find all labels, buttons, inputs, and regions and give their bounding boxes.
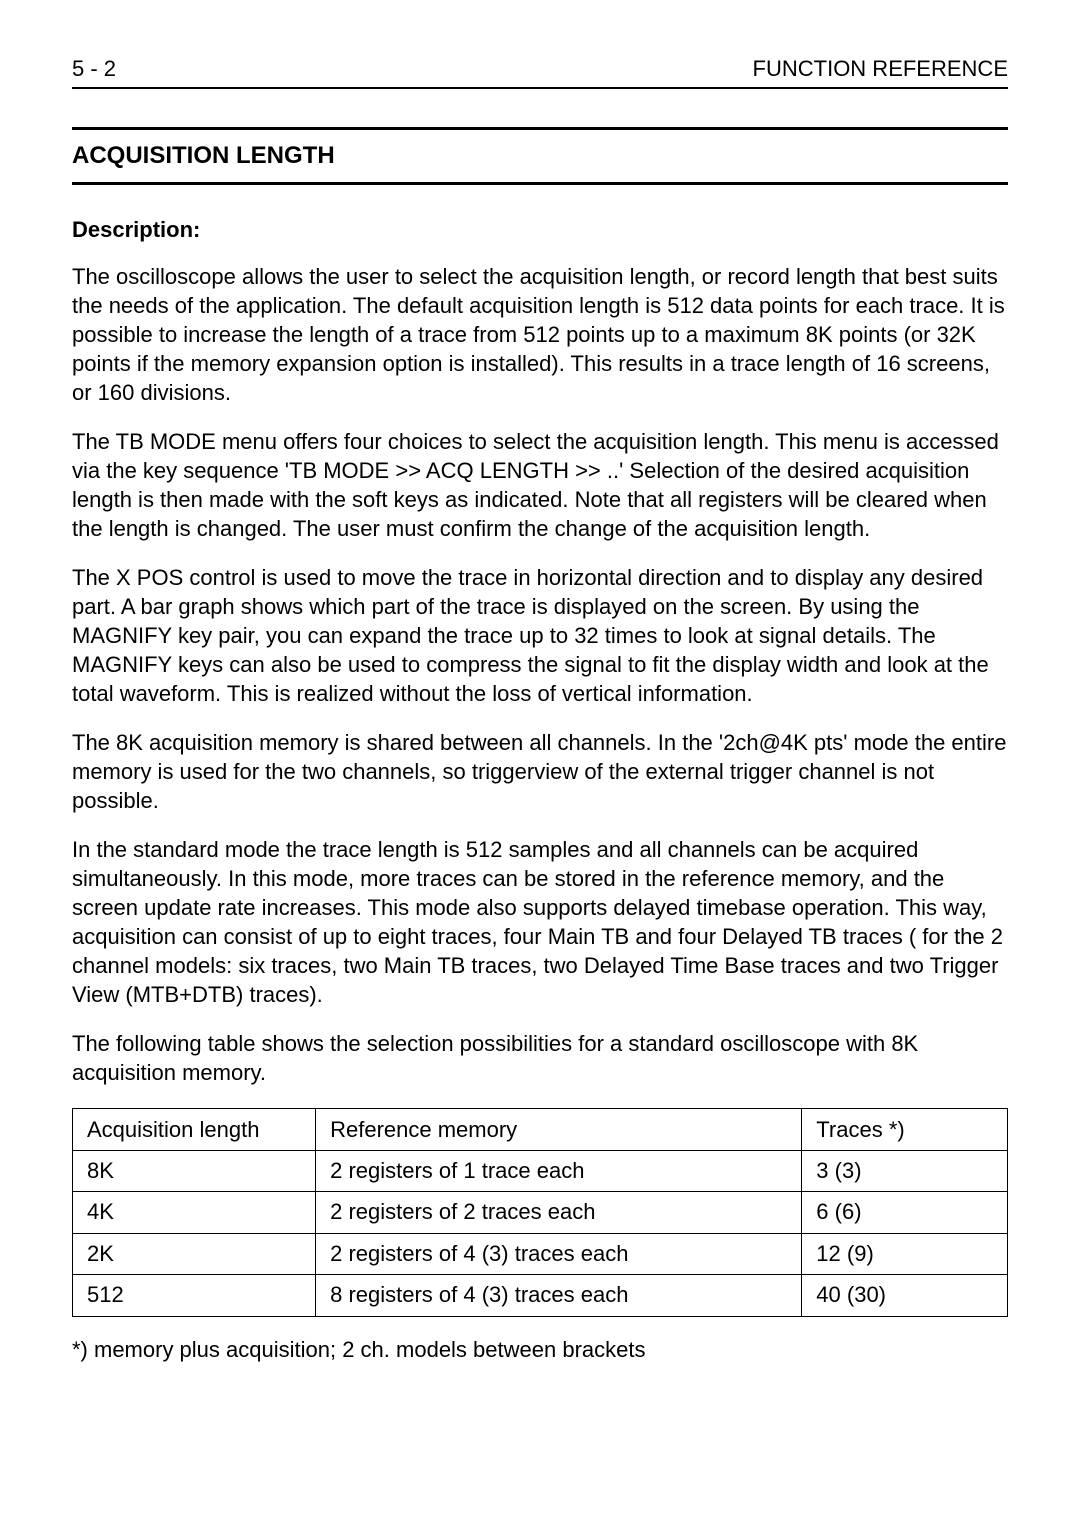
cell-ref-memory: 2 registers of 4 (3) traces each [316,1233,802,1275]
paragraph-3: The X POS control is used to move the tr… [72,563,1008,708]
col-header-acq-length: Acquisition length [73,1108,316,1150]
cell-traces: 40 (30) [802,1275,1008,1317]
header-right: FUNCTION REFERENCE [753,54,1008,83]
table-header-row: Acquisition length Reference memory Trac… [73,1108,1008,1150]
cell-ref-memory: 2 registers of 2 traces each [316,1192,802,1234]
acquisition-table: Acquisition length Reference memory Trac… [72,1108,1008,1317]
cell-acq-length: 2K [73,1233,316,1275]
cell-acq-length: 512 [73,1275,316,1317]
table-footnote: *) memory plus acquisition; 2 ch. models… [72,1335,1008,1364]
table-row: 2K 2 registers of 4 (3) traces each 12 (… [73,1233,1008,1275]
paragraph-4: The 8K acquisition memory is shared betw… [72,728,1008,815]
section-title-rule: ACQUISITION LENGTH [72,127,1008,185]
cell-ref-memory: 2 registers of 1 trace each [316,1150,802,1192]
paragraph-5: In the standard mode the trace length is… [72,835,1008,1009]
cell-traces: 12 (9) [802,1233,1008,1275]
table-row: 512 8 registers of 4 (3) traces each 40 … [73,1275,1008,1317]
description-label: Description: [72,215,1008,244]
section-title: ACQUISITION LENGTH [72,140,1008,172]
header-left: 5 - 2 [72,54,116,83]
col-header-ref-memory: Reference memory [316,1108,802,1150]
cell-acq-length: 4K [73,1192,316,1234]
table-row: 8K 2 registers of 1 trace each 3 (3) [73,1150,1008,1192]
cell-ref-memory: 8 registers of 4 (3) traces each [316,1275,802,1317]
col-header-traces: Traces *) [802,1108,1008,1150]
cell-traces: 3 (3) [802,1150,1008,1192]
page-header: 5 - 2 FUNCTION REFERENCE [72,54,1008,89]
cell-traces: 6 (6) [802,1192,1008,1234]
table-row: 4K 2 registers of 2 traces each 6 (6) [73,1192,1008,1234]
cell-acq-length: 8K [73,1150,316,1192]
paragraph-2: The TB MODE menu offers four choices to … [72,427,1008,543]
paragraph-6: The following table shows the selection … [72,1029,1008,1087]
paragraph-1: The oscilloscope allows the user to sele… [72,262,1008,407]
